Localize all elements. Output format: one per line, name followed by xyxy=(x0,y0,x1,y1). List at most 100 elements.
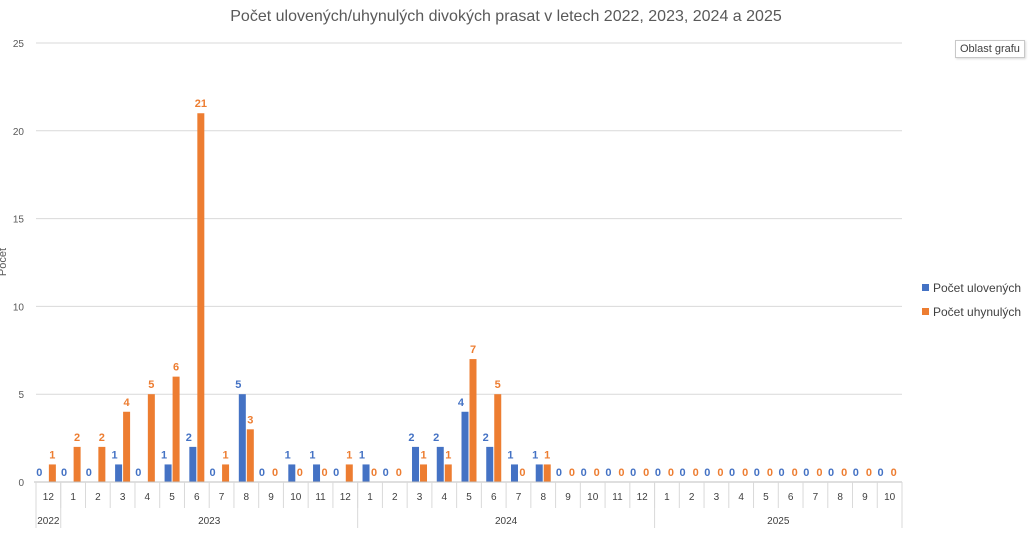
x-tick-label: 5 xyxy=(466,492,472,503)
chart-title: Počet ulovených/uhynulých divokých prasa… xyxy=(230,8,782,25)
x-tick-label: 1 xyxy=(70,492,76,503)
data-label: 0 xyxy=(754,467,760,479)
bar xyxy=(48,464,56,482)
x-tick-label: 5 xyxy=(169,492,175,503)
data-label: 1 xyxy=(507,449,513,461)
bar xyxy=(197,113,205,483)
data-label: 0 xyxy=(209,467,215,479)
data-label: 0 xyxy=(668,467,674,479)
data-label: 1 xyxy=(346,449,352,461)
data-label: 4 xyxy=(458,397,465,409)
data-label: 0 xyxy=(333,467,339,479)
data-label: 0 xyxy=(866,467,872,479)
gridlines xyxy=(36,42,902,483)
x-tick-label: 2 xyxy=(689,492,695,503)
data-label: 0 xyxy=(618,467,624,479)
x-tick-label: 8 xyxy=(540,492,546,503)
bar xyxy=(543,464,551,482)
bar xyxy=(115,464,123,482)
data-label: 2 xyxy=(483,432,489,444)
data-label: 0 xyxy=(643,467,649,479)
data-label: 0 xyxy=(891,467,897,479)
y-axis-label: Počet xyxy=(0,248,9,276)
x-tick-label: 4 xyxy=(738,492,744,503)
data-label: 7 xyxy=(470,344,476,356)
y-axis-ticks: 0 5 10 15 20 25 xyxy=(13,39,25,489)
bar xyxy=(238,394,246,482)
data-label: 0 xyxy=(878,467,884,479)
data-label: 1 xyxy=(544,449,550,461)
data-label: 1 xyxy=(111,449,117,461)
x-tick-label: 10 xyxy=(884,492,896,503)
x-tick-label: 8 xyxy=(244,492,250,503)
bar xyxy=(461,411,469,482)
legend-label: Počet ulovených xyxy=(933,281,1021,295)
x-tick-label: 7 xyxy=(813,492,819,503)
x-tick-label: 12 xyxy=(340,492,352,503)
data-label: 0 xyxy=(61,467,67,479)
bar xyxy=(164,464,172,482)
x-tick-label: 6 xyxy=(788,492,794,503)
bar xyxy=(73,446,81,482)
bar xyxy=(189,446,197,482)
x-tick-label: 3 xyxy=(417,492,423,503)
bar xyxy=(486,446,494,482)
data-label: 1 xyxy=(285,449,291,461)
x-group-label: 2024 xyxy=(495,516,518,527)
x-tick-label: 2 xyxy=(95,492,101,503)
data-label: 0 xyxy=(36,467,42,479)
x-group-label: 2022 xyxy=(37,516,60,527)
data-label: 0 xyxy=(297,467,303,479)
y-tick-label: 15 xyxy=(13,215,25,226)
bar xyxy=(494,394,502,482)
data-label: 0 xyxy=(519,467,525,479)
data-label: 0 xyxy=(383,467,389,479)
legend: Počet ulovených Počet uhynulých xyxy=(922,281,1021,319)
data-label: 0 xyxy=(803,467,809,479)
x-tick-label: 11 xyxy=(612,492,623,503)
x-tick-label: 1 xyxy=(367,492,373,503)
x-tick-label: 9 xyxy=(565,492,571,503)
data-label: 0 xyxy=(605,467,611,479)
data-label: 0 xyxy=(86,467,92,479)
data-label: 1 xyxy=(359,449,365,461)
x-tick-label: 4 xyxy=(441,492,447,503)
data-label: 0 xyxy=(693,467,699,479)
data-label: 0 xyxy=(581,467,587,479)
x-tick-label: 9 xyxy=(268,492,274,503)
bar xyxy=(362,464,370,482)
bar xyxy=(345,464,353,482)
x-tick-label: 12 xyxy=(637,492,649,503)
data-label: 0 xyxy=(704,467,710,479)
data-label: 21 xyxy=(195,98,207,110)
y-tick-label: 5 xyxy=(18,390,24,401)
data-label: 2 xyxy=(99,432,105,444)
y-tick-label: 0 xyxy=(18,478,24,489)
data-label: 1 xyxy=(445,449,451,461)
data-label: 0 xyxy=(828,467,834,479)
bars xyxy=(48,113,551,483)
x-group-label: 2025 xyxy=(767,516,790,527)
data-label: 1 xyxy=(49,449,55,461)
data-label: 5 xyxy=(495,379,501,391)
data-label: 6 xyxy=(173,362,179,374)
data-label: 0 xyxy=(655,467,661,479)
bar xyxy=(246,429,254,482)
x-tick-label: 6 xyxy=(491,492,497,503)
data-label: 5 xyxy=(148,379,154,391)
bar xyxy=(444,464,452,482)
bar xyxy=(172,376,180,482)
x-tick-label: 10 xyxy=(290,492,302,503)
x-tick-label: 9 xyxy=(862,492,868,503)
y-tick-label: 25 xyxy=(13,39,25,50)
x-tick-label: 2 xyxy=(392,492,398,503)
data-label: 0 xyxy=(841,467,847,479)
data-label: 1 xyxy=(223,449,229,461)
bar xyxy=(147,394,155,482)
data-label: 0 xyxy=(594,467,600,479)
data-label: 0 xyxy=(717,467,723,479)
data-label: 4 xyxy=(124,397,131,409)
data-label: 0 xyxy=(767,467,773,479)
